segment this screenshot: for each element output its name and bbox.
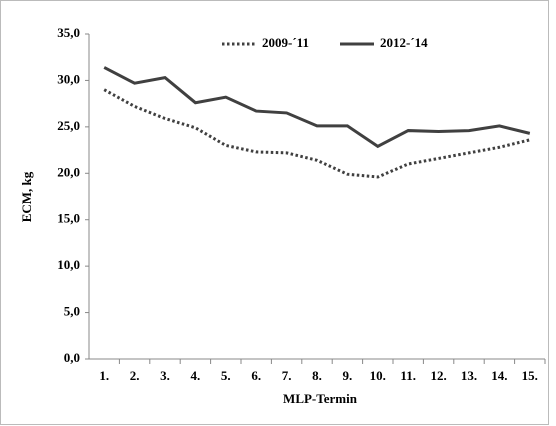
y-tick-label: 25,0 — [57, 118, 80, 133]
x-tick-label: 11. — [400, 368, 416, 383]
y-axis-label: ECM, kg — [19, 171, 34, 222]
y-tick-label: 35,0 — [57, 25, 80, 40]
x-tick-label: 3. — [160, 368, 170, 383]
x-tick-label: 2. — [130, 368, 140, 383]
x-tick-label: 4. — [191, 368, 201, 383]
y-tick-label: 5,0 — [64, 304, 80, 319]
series-line — [103, 88, 531, 179]
x-tick-label: 15. — [522, 368, 538, 383]
x-tick-label: 7. — [282, 368, 292, 383]
x-tick-label: 9. — [343, 368, 353, 383]
y-tick-label: 10,0 — [57, 257, 80, 272]
series-line — [103, 66, 531, 149]
y-tick-label: 0,0 — [64, 350, 80, 365]
x-tick-label: 12. — [430, 368, 446, 383]
legend-label: 2009-´11 — [262, 35, 309, 50]
x-tick-label: 6. — [251, 368, 261, 383]
x-tick-label: 10. — [370, 368, 386, 383]
y-tick-label: 20,0 — [57, 164, 80, 179]
x-tick-label: 14. — [491, 368, 507, 383]
x-tick-label: 1. — [99, 368, 109, 383]
x-tick-label: 5. — [221, 368, 231, 383]
y-tick-label: 30,0 — [57, 71, 80, 86]
x-axis-label: MLP-Termin — [283, 391, 358, 406]
legend-label: 2012-´14 — [380, 35, 428, 50]
y-tick-label: 15,0 — [57, 211, 80, 226]
x-tick-label: 8. — [312, 368, 322, 383]
x-tick-label: 13. — [461, 368, 477, 383]
